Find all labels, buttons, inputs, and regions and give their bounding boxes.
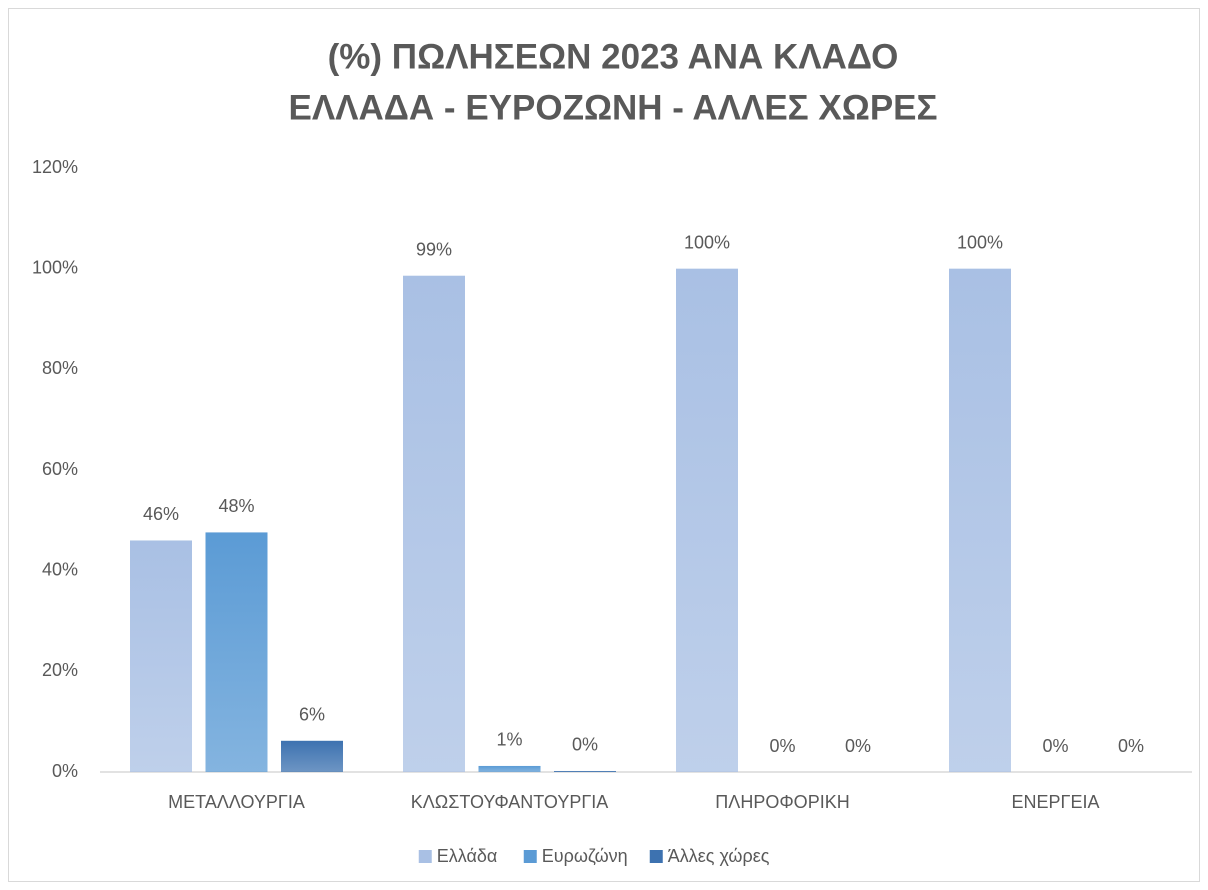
- legend-label: Ελλάδα: [437, 846, 498, 866]
- data-label: 46%: [143, 504, 179, 524]
- legend-swatch: [418, 850, 432, 863]
- chart-title: ΕΛΛΑΔΑ - ΕΥΡΟΖΩΝΗ - ΑΛΛΕΣ ΧΩΡΕΣ: [288, 88, 937, 127]
- y-tick-label: 120%: [32, 157, 78, 177]
- data-label: 6%: [299, 705, 325, 725]
- y-tick-label: 80%: [42, 358, 78, 378]
- bar: [130, 540, 192, 772]
- data-label: 0%: [1118, 736, 1144, 756]
- x-tick-label: ΠΛΗΡΟΦΟΡΙΚΗ: [715, 792, 849, 812]
- bar: [281, 740, 343, 772]
- data-label: 48%: [218, 496, 254, 516]
- data-label: 0%: [769, 736, 795, 756]
- bar: [949, 268, 1011, 772]
- data-label: 99%: [416, 239, 452, 259]
- legend-swatch: [649, 850, 663, 863]
- data-label: 1%: [496, 730, 522, 750]
- y-tick-label: 100%: [32, 257, 78, 277]
- y-tick-label: 40%: [42, 559, 78, 579]
- bar: [554, 770, 616, 772]
- x-tick-label: ΕΝΕΡΓΕΙΑ: [1012, 792, 1100, 812]
- legend-swatch: [523, 850, 537, 863]
- y-tick-label: 60%: [42, 459, 78, 479]
- x-tick-label: ΜΕΤΑΛΛΟΥΡΓΙΑ: [168, 792, 305, 812]
- data-label: 0%: [572, 735, 598, 755]
- y-tick-label: 0%: [52, 761, 78, 781]
- data-label: 0%: [1042, 736, 1068, 756]
- bar: [478, 765, 541, 772]
- bar: [676, 268, 738, 772]
- bar: [205, 532, 268, 772]
- data-label: 0%: [845, 736, 871, 756]
- legend-label: Ευρωζώνη: [542, 846, 628, 866]
- bar: [403, 275, 465, 772]
- data-label: 100%: [957, 232, 1003, 252]
- chart-title: (%) ΠΩΛΗΣΕΩΝ 2023 ΑΝΑ ΚΛΑΔΟ: [328, 37, 899, 76]
- y-tick-label: 20%: [42, 660, 78, 680]
- x-tick-label: ΚΛΩΣΤΟΥΦΑΝΤΟΥΡΓΙΑ: [411, 792, 609, 812]
- data-label: 100%: [684, 232, 730, 252]
- legend-label: Άλλες χώρες: [668, 846, 770, 866]
